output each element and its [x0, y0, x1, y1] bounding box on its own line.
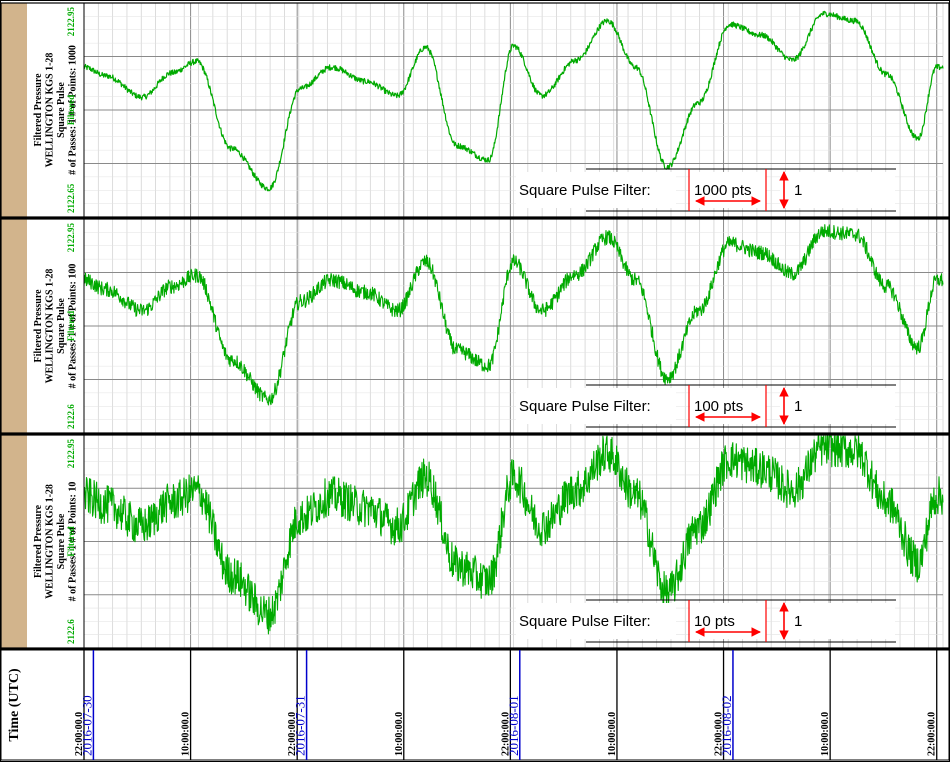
time-tick-label: 22:00:00.0 [74, 712, 85, 756]
date-tick-label: 2016-08-01 [506, 695, 521, 756]
filter-label: Square Pulse Filter: [519, 398, 651, 415]
time-axis: Time (UTC) 22:00:00.0 10:00:00.0 22:00:00.0… [0, 649, 950, 761]
y-max-label: 2122.95 [66, 7, 76, 37]
time-tick-label: 22:00:00.0 [287, 712, 298, 756]
filter-points-label: 1000 pts [694, 182, 752, 199]
panel-label-line: # of Passes: 1 # of Points: 100 [67, 264, 78, 389]
filter-label: Square Pulse Filter: [519, 182, 651, 199]
series-line [83, 224, 944, 406]
panel-label: Filtered Pressure WELLINGTON KGS 1-28 Squa… [33, 264, 79, 389]
panel-1: Filtered Pressure WELLINGTON KGS 1-28 Squa… [0, 2, 950, 219]
panel-label-line: Filtered Pressure [33, 73, 44, 147]
panel-label-line: Filtered Pressure [33, 289, 44, 363]
time-tick-label: 10:00:00.0 [181, 712, 192, 756]
y-axis-labels: 2122.95 Filtered 2122.6 [66, 223, 76, 430]
y-max-label: 2122.95 [66, 223, 76, 253]
filter-passes-label: 1 [794, 182, 802, 199]
time-tick-label: 22:00:00.0 [500, 712, 511, 756]
time-tick-label: 22:00:00.0 [927, 712, 938, 756]
panel-label-line: WELLINGTON KGS 1-28 [44, 53, 55, 168]
panel-label-line: WELLINGTON KGS 1-28 [44, 484, 55, 599]
panel-label-line: Square Pulse [56, 298, 67, 354]
y-axis-labels: 2122.95 Filtered 2122.6 [66, 439, 76, 645]
y-axis-labels: 2122.95 Filtered 2122.65 [66, 7, 76, 214]
panel-label-band [1, 435, 27, 648]
panel-3: Filtered Pressure WELLINGTON KGS 1-28 Squa… [0, 434, 950, 650]
time-tick-label: 10:00:00.0 [607, 712, 618, 756]
date-tick-label: 2016-07-30 [79, 695, 94, 756]
panel-label-line: Square Pulse [56, 82, 67, 138]
series-line [83, 435, 944, 635]
filter-annotation: Square Pulse Filter: 100 pts 1 [516, 384, 896, 428]
panel-2: Filtered Pressure WELLINGTON KGS 1-28 Squa… [0, 218, 950, 435]
panel-label: Filtered Pressure WELLINGTON KGS 1-28 Squa… [33, 45, 79, 175]
panel-label-line: # of Passes: 1 # of Points: 1000 [67, 45, 78, 175]
time-tick-label: 10:00:00.0 [394, 712, 405, 756]
date-tick-label: 2016-07-31 [293, 695, 308, 756]
filter-passes-label: 1 [794, 398, 802, 415]
time-tick-label: 22:00:00.0 [714, 712, 725, 756]
panel-label-line: Filtered Pressure [33, 504, 44, 578]
date-tick-label: 2016-08-02 [719, 695, 734, 756]
panel-label-band [1, 3, 27, 217]
curve-name-label: Filtered [66, 526, 76, 556]
panel-label-line: # of Passes: 1 # of Points: 10 [67, 482, 78, 602]
panel-label-line: WELLINGTON KGS 1-28 [44, 269, 55, 384]
curve-name-label: Filtered [66, 311, 76, 341]
filter-points-label: 10 pts [694, 613, 735, 630]
filter-label: Square Pulse Filter: [519, 613, 651, 630]
time-axis-title: Time (UTC) [7, 668, 22, 742]
time-tick-label: 10:00:00.0 [820, 712, 831, 756]
filter-annotation: Square Pulse Filter: 1000 pts 1 [516, 168, 896, 212]
time-axis-frame [0, 649, 950, 761]
panel-label-line: Square Pulse [56, 513, 67, 569]
filter-points-label: 100 pts [694, 398, 743, 415]
series-line [83, 10, 944, 192]
y-max-label: 2122.95 [66, 439, 76, 469]
y-min-label: 2122.6 [66, 619, 76, 644]
curve-name-label: Filtered [66, 95, 76, 125]
panel-label-band [1, 219, 27, 433]
y-min-label: 2122.65 [66, 183, 76, 213]
filter-passes-label: 1 [794, 613, 802, 630]
panel-label: Filtered Pressure WELLINGTON KGS 1-28 Squa… [33, 482, 79, 602]
filter-annotation: Square Pulse Filter: 10 pts 1 [516, 599, 896, 643]
y-min-label: 2122.6 [66, 404, 76, 429]
